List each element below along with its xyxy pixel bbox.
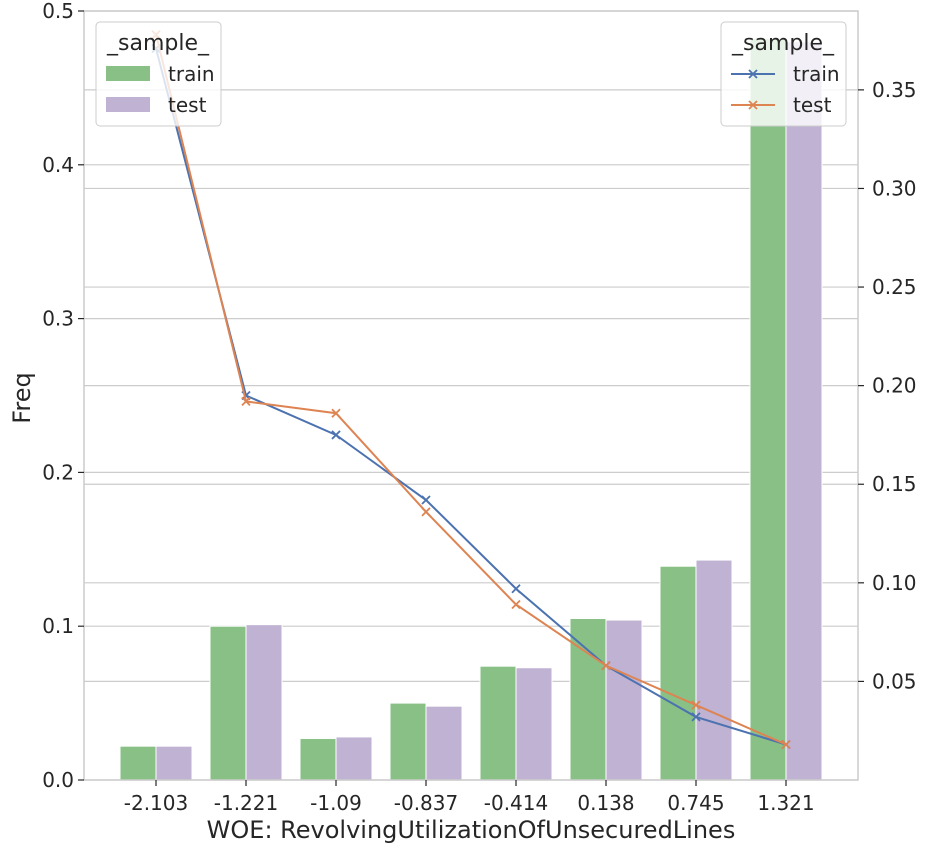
x-tick-label: -2.103 xyxy=(124,791,188,815)
plot-frame xyxy=(83,10,859,781)
y-axis-label: Freq xyxy=(8,372,36,423)
point-test xyxy=(781,739,791,750)
x-tick-label: -1.09 xyxy=(310,791,362,815)
bar-test xyxy=(335,736,373,781)
bar-test xyxy=(515,667,553,781)
point-test xyxy=(241,396,251,407)
bar-train xyxy=(209,625,247,781)
bar-test xyxy=(605,619,643,781)
y-tick-label-right: 0.05 xyxy=(872,669,917,693)
bar-test xyxy=(155,745,193,781)
legend-lines-box xyxy=(720,21,847,127)
y-tick-label-right: 0.15 xyxy=(872,472,917,496)
bars xyxy=(119,38,823,781)
y-tick-label-left: 0.5 xyxy=(42,0,74,23)
bar-test xyxy=(695,559,733,781)
series-line-test xyxy=(155,34,787,746)
x-axis-label: WOE: RevolvingUtilizationOfUnsecuredLine… xyxy=(207,816,736,844)
y-tick-label-left: 0.1 xyxy=(42,614,74,638)
y-tick-label-left: 0.4 xyxy=(42,153,74,177)
bar-test xyxy=(425,705,463,781)
legend-swatch-test xyxy=(106,97,150,112)
legend-line-label-test: test xyxy=(793,93,832,117)
point-train xyxy=(511,584,521,594)
x-tick-label: -0.414 xyxy=(484,791,548,815)
bar-train xyxy=(299,737,337,781)
series-line-train xyxy=(155,48,787,746)
y-tick-label-right: 0.20 xyxy=(872,374,917,398)
bar-train xyxy=(659,565,697,781)
point-train xyxy=(691,712,701,722)
bar-train xyxy=(749,38,787,781)
x-tick-label: 0.138 xyxy=(577,791,634,815)
legend-marker-train xyxy=(748,69,758,79)
y-axis-right: 0.05 0.10 0.15 0.20 0.25 0.30 0.35 xyxy=(858,78,917,693)
y-tick-label-right: 0.10 xyxy=(872,571,917,595)
bar-train xyxy=(119,745,157,781)
x-tick-label: -0.837 xyxy=(394,791,458,815)
point-train xyxy=(421,495,431,505)
legend-bars: _sample_ train test xyxy=(95,21,222,127)
point-train xyxy=(331,430,341,440)
x-tick-label: 1.321 xyxy=(757,791,814,815)
y-tick-label-left: 0.3 xyxy=(42,307,74,331)
bar-test xyxy=(245,624,283,781)
legend-line-label-train: train xyxy=(793,62,840,86)
bar-test xyxy=(785,41,823,781)
bar-train xyxy=(569,618,607,781)
point-test xyxy=(691,700,701,710)
x-axis: -2.103 -1.221 -1.09 -0.837 -0.414 0.138 0.745 1… xyxy=(124,780,815,815)
y-tick-label-right: 0.30 xyxy=(872,176,917,200)
x-tick-label: -1.221 xyxy=(214,791,278,815)
point-test xyxy=(511,599,521,610)
y-tick-label-right: 0.25 xyxy=(872,275,917,299)
y-tick-label-right: 0.35 xyxy=(872,78,917,102)
y-tick-label-left: 0.0 xyxy=(42,768,74,792)
bar-train xyxy=(479,665,517,781)
legend-lines: _sample_ train test xyxy=(720,21,847,127)
y-tick-label-left: 0.2 xyxy=(42,460,74,484)
grid-right xyxy=(84,89,858,683)
point-test xyxy=(421,507,431,517)
point-test xyxy=(331,408,341,418)
legend-bars-title: _sample_ xyxy=(106,31,210,56)
legend-label-train: train xyxy=(168,62,215,86)
x-tick-label: 0.745 xyxy=(667,791,724,815)
lines xyxy=(151,30,791,750)
point-test xyxy=(601,660,611,671)
bar-train xyxy=(389,702,427,781)
legend-lines-title: _sample_ xyxy=(731,31,835,56)
legend-marker-test xyxy=(748,100,758,110)
y-axis-left: 0.0 0.1 0.2 0.3 0.4 0.5 xyxy=(42,0,84,792)
legend-label-test: test xyxy=(168,93,207,117)
legend-swatch-train xyxy=(106,66,150,81)
